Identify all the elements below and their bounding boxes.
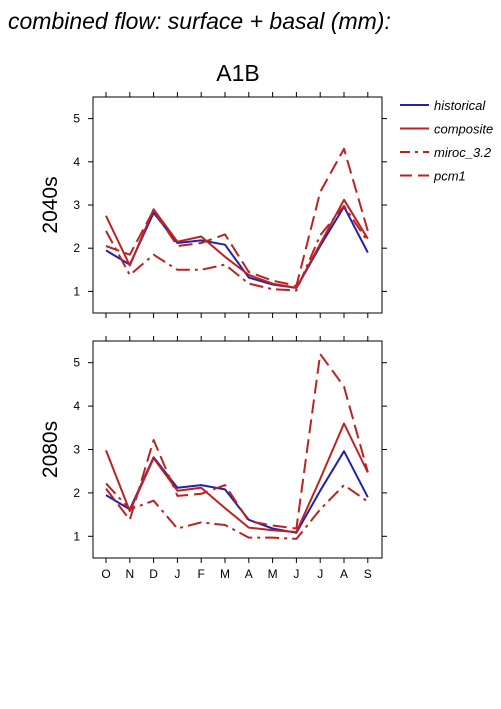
x-tick-label: M bbox=[268, 567, 278, 581]
page-title: combined flow: surface + basal (mm): bbox=[8, 8, 391, 34]
panel-2080s: 1 2 3 4 5 O N D J F M A M J J A S 2080s bbox=[39, 336, 387, 581]
legend-item: historical bbox=[400, 98, 486, 113]
x-tick-label: N bbox=[125, 567, 134, 581]
panel-label: 2080s bbox=[39, 421, 62, 478]
x-tick-label: A bbox=[245, 567, 253, 581]
series-line-pcm1 bbox=[105, 147, 369, 287]
series-line-miroc-3-2 bbox=[105, 204, 369, 292]
y-tick-label: 1 bbox=[73, 284, 80, 298]
series-line-miroc-3-2 bbox=[105, 482, 369, 540]
y-tick-label: 4 bbox=[73, 399, 80, 413]
y-tick-label: 1 bbox=[73, 529, 80, 543]
x-tick-label: J bbox=[317, 567, 323, 581]
y-tick-label: 5 bbox=[73, 112, 80, 126]
scenario-label: A1B bbox=[216, 60, 259, 86]
legend-item: pcm1 bbox=[400, 169, 466, 184]
x-tick-label: D bbox=[149, 567, 158, 581]
y-tick-label: 2 bbox=[73, 241, 80, 255]
x-tick-label: A bbox=[340, 567, 348, 581]
legend-item: composite bbox=[400, 122, 493, 137]
y-tick-label: 3 bbox=[73, 198, 80, 212]
x-tick-label: J bbox=[293, 567, 299, 581]
legend-label: miroc_3.2 bbox=[434, 145, 492, 160]
y-tick-label: 4 bbox=[73, 155, 80, 169]
legend-label: pcm1 bbox=[433, 169, 466, 184]
panels: 1 2 3 4 5 2040s 1 2 3 4 5 O N D J F M A M J J A S 2080s bbox=[39, 92, 387, 581]
legend-label: composite bbox=[434, 122, 493, 137]
y-tick-label: 3 bbox=[73, 443, 80, 457]
x-tick-label: S bbox=[364, 567, 372, 581]
x-tick-label: O bbox=[101, 567, 110, 581]
plot-frame bbox=[92, 96, 383, 314]
series-line-historical bbox=[105, 205, 369, 289]
x-tick-label: J bbox=[174, 567, 180, 581]
x-tick-label: F bbox=[198, 567, 205, 581]
legend-label: historical bbox=[434, 98, 486, 113]
panel-label: 2040s bbox=[39, 176, 62, 233]
legend: historical composite miroc_3.2 pcm1 bbox=[400, 98, 493, 184]
series-line-composite bbox=[105, 422, 369, 533]
y-tick-label: 2 bbox=[73, 486, 80, 500]
series-line-pcm1 bbox=[105, 353, 369, 530]
plot-frame bbox=[92, 340, 383, 559]
legend-item: miroc_3.2 bbox=[400, 145, 492, 160]
x-tick-label: M bbox=[220, 567, 230, 581]
y-tick-label: 5 bbox=[73, 356, 80, 370]
panel-2040s: 1 2 3 4 5 2040s bbox=[39, 92, 387, 318]
series-line-historical bbox=[105, 450, 369, 534]
